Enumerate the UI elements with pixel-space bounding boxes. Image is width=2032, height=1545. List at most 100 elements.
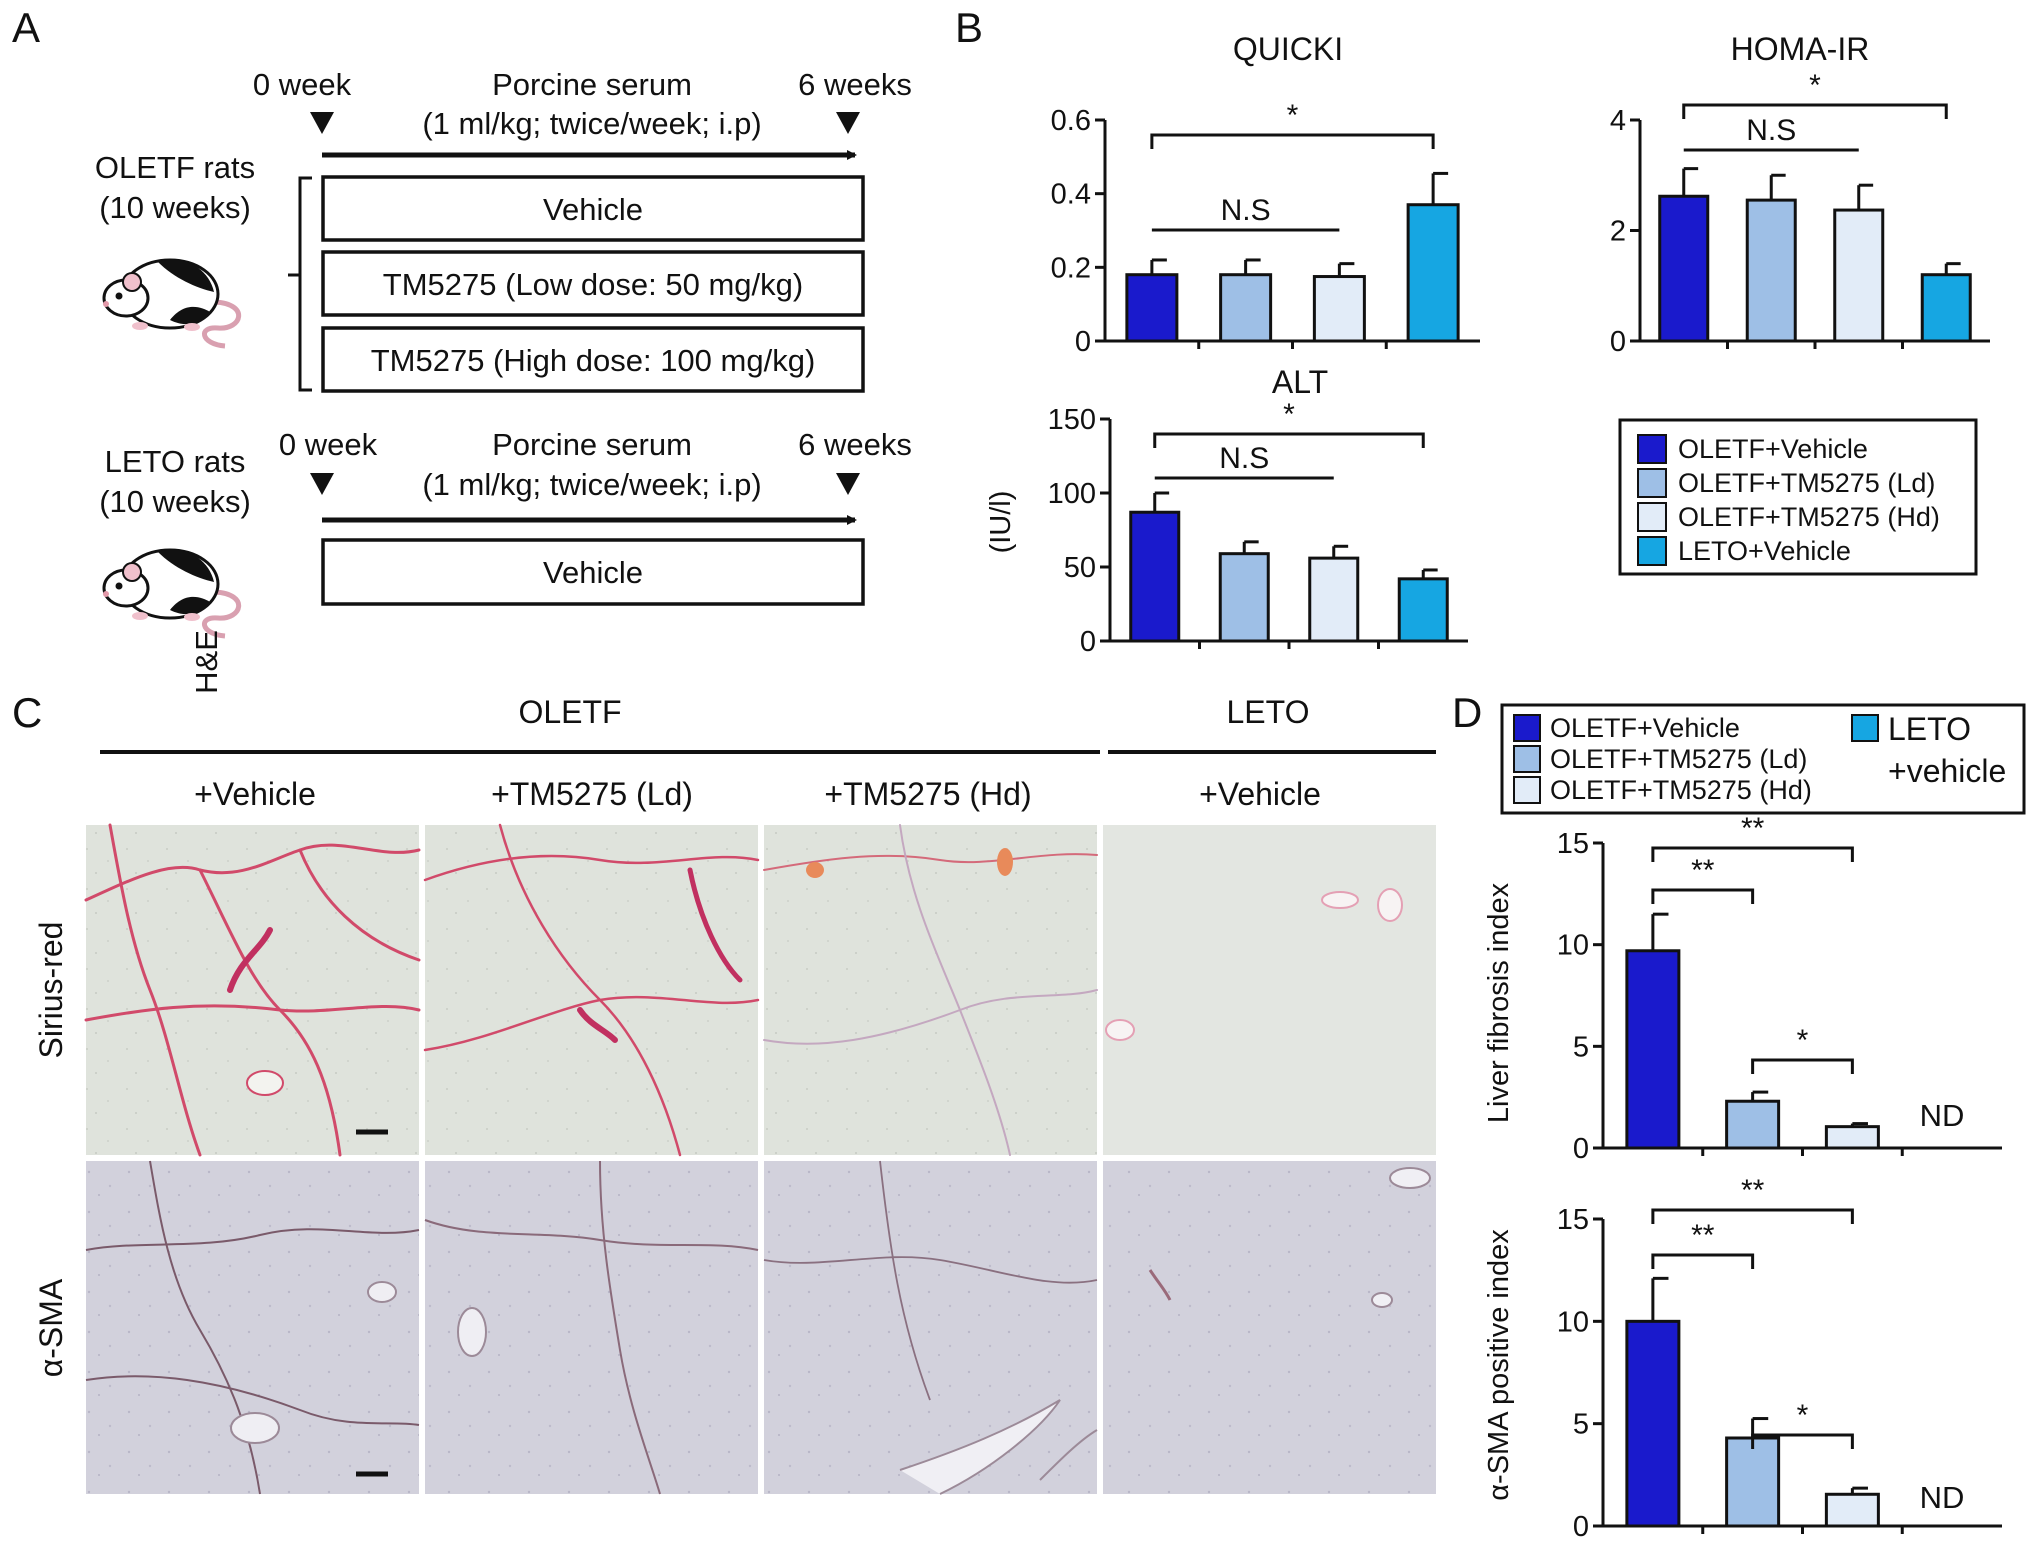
serum-dose-label: (1 ml/kg; twice/week; i.p) xyxy=(422,106,761,141)
chart-quicki: QUICKI 0 0.2 0.4 0.6 N.S * xyxy=(1051,31,1480,358)
column-label-ld: +TM5275 (Ld) xyxy=(491,776,693,812)
panel-label-c: C xyxy=(12,689,42,736)
legend-swatch-oletf-vehicle xyxy=(1637,434,1667,464)
y-tick-label: 100 xyxy=(1048,478,1096,510)
legend-label-oletf-ld: OLETF+TM5275 (Ld) xyxy=(1550,744,1807,774)
bar-0 xyxy=(1658,194,1710,343)
panel-label-d: D xyxy=(1452,689,1482,736)
leto-week6-label: 6 weeks xyxy=(798,427,912,462)
micrograph-sirius-leto xyxy=(1103,825,1436,1155)
nd-label: ND xyxy=(1920,1480,1965,1515)
legend-swatch-oletf-hd xyxy=(1637,502,1667,532)
leto-week0-label: 0 week xyxy=(279,427,378,462)
bar-3 xyxy=(1397,577,1449,643)
significance-bracket xyxy=(1651,1253,1755,1269)
y-tick-label: 0 xyxy=(1075,326,1091,358)
y-axis-label: Liver fibrosis index xyxy=(1483,882,1515,1123)
significance-label: * xyxy=(1809,69,1821,102)
significance-label: ** xyxy=(1741,1174,1765,1207)
y-tick-label: 50 xyxy=(1064,552,1096,584)
leto-serum-dose-label: (1 ml/kg; twice/week; i.p) xyxy=(422,467,761,502)
significance-bracket xyxy=(1651,846,1854,862)
significance-label: N.S xyxy=(1746,114,1796,147)
y-tick-label: 0 xyxy=(1080,626,1096,658)
legend-label-leto: LETO+Vehicle xyxy=(1678,536,1851,566)
y-tick-label: 15 xyxy=(1557,1204,1589,1236)
oletf-header: OLETF xyxy=(518,694,621,730)
legend-swatch-leto xyxy=(1637,536,1667,566)
legend-label-oletf-vehicle: OLETF+Vehicle xyxy=(1678,434,1868,464)
bar-2 xyxy=(1824,1125,1880,1150)
legend-label-oletf-hd: OLETF+TM5275 (Hd) xyxy=(1678,502,1940,532)
legend-swatch-oletf-vehicle xyxy=(1513,714,1541,742)
bar-1 xyxy=(1725,1099,1781,1150)
group-box-vehicle xyxy=(321,175,865,242)
group-high-label: TM5275 (High dose: 100 mg/kg) xyxy=(371,343,816,378)
chart-homa-ir: HOMA-IR 0 2 4 N.S * xyxy=(1610,31,1990,358)
significance-bracket xyxy=(1150,133,1435,149)
y-tick-label: 5 xyxy=(1573,1031,1589,1063)
y-tick-label: 0.4 xyxy=(1051,179,1091,211)
y-axis-label: α-SMA positive index xyxy=(1483,1229,1515,1501)
panel-c-histology: OLETF LETO +Vehicle +TM5275 (Ld) +TM5275… xyxy=(33,694,1436,1495)
y-tick-label: 4 xyxy=(1610,105,1626,137)
bar-3 xyxy=(1920,273,1972,343)
bar-0 xyxy=(1625,1319,1681,1528)
leto-header: LETO xyxy=(1227,694,1310,730)
week6-label: 6 weeks xyxy=(798,67,912,102)
significance-label: N.S xyxy=(1219,442,1269,475)
legend-swatch-oletf-ld xyxy=(1513,745,1541,773)
bar-0 xyxy=(1129,510,1181,643)
y-tick-label: 15 xyxy=(1557,828,1589,860)
micrograph-sma-leto xyxy=(1103,1161,1436,1494)
oletf-age-label: (10 weeks) xyxy=(99,190,251,225)
y-tick-label: 0 xyxy=(1573,1133,1589,1165)
column-label-leto-vehicle: +Vehicle xyxy=(1199,776,1321,812)
chart-title: QUICKI xyxy=(1233,31,1343,67)
y-tick-label: 0.6 xyxy=(1051,105,1091,137)
micrograph-sirius-vehicle xyxy=(86,825,419,1155)
group-box-low xyxy=(321,250,865,317)
bar-0 xyxy=(1125,273,1179,343)
y-tick-label: 0 xyxy=(1610,326,1626,358)
significance-label: * xyxy=(1287,99,1299,132)
legend-swatch-oletf-ld xyxy=(1637,468,1667,498)
chart-title: ALT xyxy=(1272,364,1328,400)
y-tick-label: 10 xyxy=(1557,1306,1589,1338)
panel-a-design: 0 week Porcine serum 6 weeks (1 ml/kg; t… xyxy=(95,67,912,694)
row-label-alpha-sma: α-SMA xyxy=(33,1278,69,1377)
leto-week0-marker xyxy=(310,473,334,495)
legend-label-leto-vehicle: +vehicle xyxy=(1888,753,2006,789)
significance-label: N.S xyxy=(1221,194,1271,227)
bar-2 xyxy=(1308,556,1360,643)
legend-swatch-oletf-hd xyxy=(1513,776,1541,804)
y-tick-label: 0 xyxy=(1573,1511,1589,1543)
significance-label: ** xyxy=(1691,854,1715,887)
y-tick-label: 5 xyxy=(1573,1409,1589,1441)
legend-label-oletf-ld: OLETF+TM5275 (Ld) xyxy=(1678,468,1935,498)
group-bracket xyxy=(288,176,312,392)
alpha-sma-staining xyxy=(85,1160,1431,1495)
y-tick-label: 150 xyxy=(1048,404,1096,436)
leto-group-label: Vehicle xyxy=(543,555,643,590)
group-vehicle-label: Vehicle xyxy=(543,192,643,227)
he-label: H&E xyxy=(189,630,224,694)
chart-title: HOMA-IR xyxy=(1731,31,1870,67)
column-label-hd: +TM5275 (Hd) xyxy=(824,776,1031,812)
leto-serum-label: Porcine serum xyxy=(492,427,692,462)
micrograph-sma-vehicle xyxy=(86,1161,419,1494)
leto-rat-icon xyxy=(102,548,242,639)
bar-1 xyxy=(1745,198,1797,343)
row-label-sirius-red: Sirius-red xyxy=(33,922,69,1059)
bar-0 xyxy=(1625,949,1681,1150)
significance-label: * xyxy=(1797,1024,1809,1057)
panel-d-legend: OLETF+Vehicle OLETF+TM5275 (Ld) OLETF+TM… xyxy=(1500,703,2026,815)
group-box-high xyxy=(321,326,865,393)
significance-label: ** xyxy=(1691,1219,1715,1252)
leto-age-label: (10 weeks) xyxy=(99,484,251,519)
legend-label-oletf-vehicle: OLETF+Vehicle xyxy=(1550,713,1740,743)
bar-1 xyxy=(1725,1436,1781,1528)
